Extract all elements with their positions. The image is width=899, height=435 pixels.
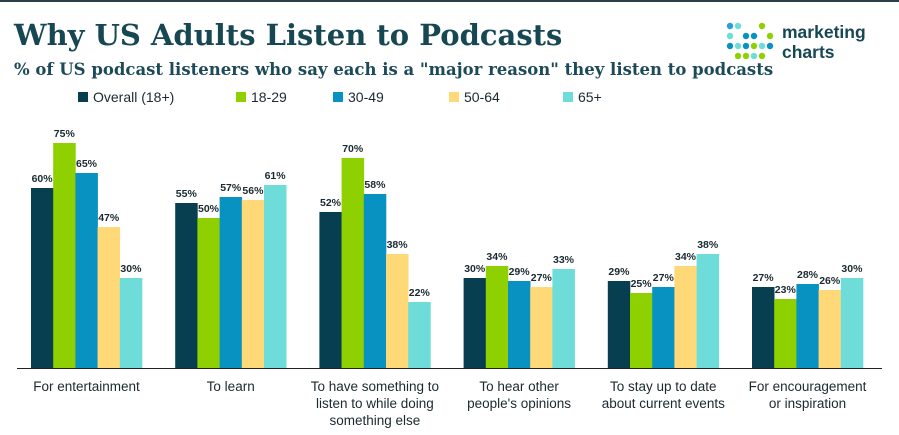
- data-label: 61%: [265, 170, 287, 182]
- category-label: For entertainment: [33, 379, 140, 394]
- data-label: 47%: [98, 212, 120, 224]
- legend-label: 18-29: [251, 89, 287, 105]
- data-label: 56%: [242, 185, 264, 197]
- bar: [97, 227, 121, 368]
- legend-swatch: [449, 92, 459, 103]
- data-label: 34%: [486, 251, 508, 263]
- data-label: 30%: [841, 263, 863, 275]
- legend-label: 30-49: [348, 89, 384, 105]
- bar: [752, 287, 775, 368]
- bar: [774, 299, 797, 368]
- legend-item-2: 30-49: [333, 89, 384, 105]
- data-label: 75%: [54, 128, 76, 140]
- bar: [696, 254, 720, 368]
- category-label: something else: [329, 413, 420, 428]
- bar: [840, 278, 864, 368]
- data-label: 29%: [509, 266, 531, 278]
- data-label: 70%: [342, 143, 364, 155]
- bar: [386, 254, 409, 368]
- logo-word-marketing: marketing: [782, 22, 866, 42]
- legend-swatch: [333, 92, 343, 103]
- category-label: listen to while doing: [316, 396, 434, 411]
- bar: [508, 281, 531, 368]
- data-label: 29%: [608, 266, 630, 278]
- bar: [818, 290, 842, 368]
- data-label: 25%: [631, 278, 653, 290]
- data-label: 28%: [797, 269, 819, 281]
- bar: [408, 302, 431, 368]
- data-label: 38%: [387, 239, 409, 251]
- bar: [175, 203, 198, 368]
- data-label: 33%: [553, 254, 575, 266]
- bar: [652, 287, 675, 368]
- bar: [31, 188, 54, 368]
- category-label: To have something to: [311, 379, 439, 394]
- legend-item-3: 50-64: [449, 89, 500, 105]
- top-rule: [0, 0, 899, 2]
- category-label: To hear other: [479, 379, 559, 394]
- data-label: 55%: [176, 188, 198, 200]
- legend-label: 65+: [578, 89, 602, 105]
- bar: [607, 281, 631, 368]
- category-label: or inspiration: [769, 396, 846, 411]
- brand-logo: marketing charts: [726, 20, 886, 66]
- bar: [119, 278, 143, 368]
- bar: [241, 200, 265, 368]
- legend-swatch: [236, 92, 246, 103]
- legend-item-4: 65+: [563, 89, 602, 105]
- category-label: about current events: [602, 396, 725, 411]
- category-label: people's opinions: [467, 396, 571, 411]
- logo-dots-icon: [726, 22, 774, 60]
- bar: [264, 185, 287, 368]
- bar: [796, 284, 819, 368]
- bar: [75, 173, 98, 368]
- legend-label: 50-64: [464, 89, 500, 105]
- data-label: 27%: [753, 272, 775, 284]
- data-label: 65%: [76, 158, 98, 170]
- data-label: 27%: [653, 272, 675, 284]
- category-label: To stay up to date: [610, 379, 717, 394]
- category-label: For encouragement: [749, 379, 867, 394]
- data-label: 30%: [464, 263, 486, 275]
- bar: [674, 266, 697, 368]
- legend-swatch: [563, 92, 573, 103]
- category-label: To learn: [207, 379, 255, 394]
- bar: [530, 287, 553, 368]
- bar: [197, 218, 220, 368]
- bar: [53, 143, 76, 368]
- bar: [219, 197, 243, 368]
- bar: [463, 278, 487, 368]
- chart-subtitle: % of US podcast listeners who say each i…: [14, 60, 774, 79]
- bar: [319, 212, 342, 368]
- chart-title: Why US Adults Listen to Podcasts: [14, 18, 563, 52]
- data-label: 38%: [697, 239, 719, 251]
- legend-item-1: 18-29: [236, 89, 287, 105]
- bar: [485, 266, 509, 368]
- bar: [552, 269, 575, 368]
- data-label: 58%: [364, 179, 386, 191]
- data-label: 52%: [320, 197, 342, 209]
- data-label: 30%: [120, 263, 142, 275]
- data-label: 26%: [819, 275, 841, 287]
- data-label: 34%: [675, 251, 697, 263]
- data-label: 27%: [531, 272, 553, 284]
- bar: [363, 194, 387, 368]
- data-label: 57%: [220, 182, 242, 194]
- legend-label: Overall (18+): [93, 89, 175, 105]
- data-label: 22%: [409, 287, 431, 299]
- data-label: 60%: [32, 173, 54, 185]
- bar: [630, 293, 653, 368]
- data-label: 50%: [198, 203, 220, 215]
- bar: [341, 158, 365, 368]
- logo-word-charts: charts: [782, 42, 835, 62]
- legend-swatch: [78, 92, 88, 103]
- data-label: 23%: [775, 284, 797, 296]
- legend-item-0: Overall (18+): [78, 89, 174, 105]
